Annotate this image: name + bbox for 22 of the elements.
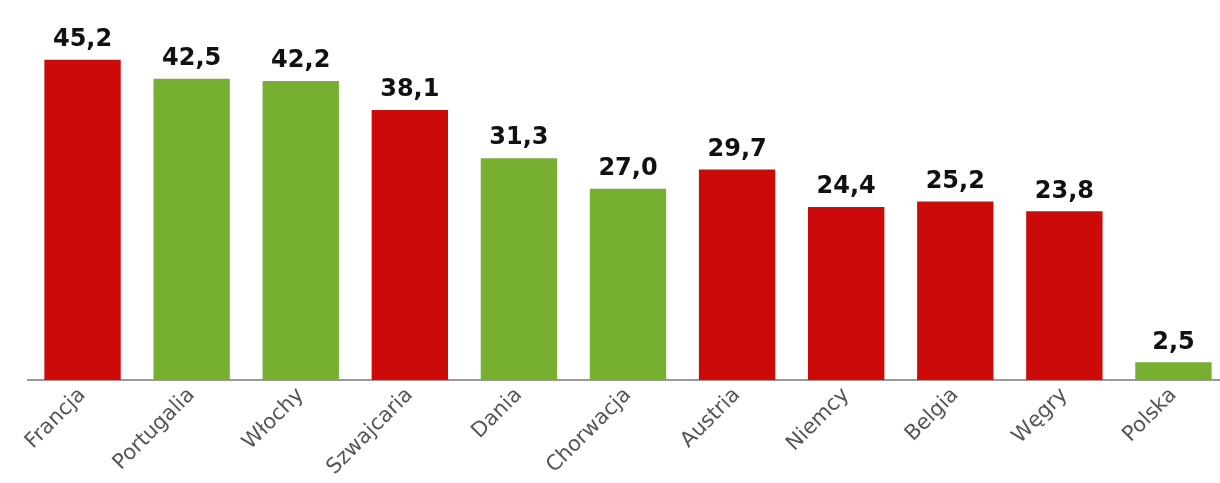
data-label: 24,4 bbox=[816, 171, 876, 200]
bar bbox=[808, 207, 885, 380]
bar bbox=[1135, 362, 1212, 380]
bar bbox=[153, 78, 230, 380]
data-label: 2,5 bbox=[1152, 326, 1195, 355]
data-label: 38,1 bbox=[380, 74, 440, 103]
bar bbox=[371, 109, 448, 380]
data-label: 42,2 bbox=[271, 45, 331, 74]
data-label: 42,5 bbox=[162, 43, 222, 72]
data-label: 25,2 bbox=[925, 165, 985, 194]
data-label: 29,7 bbox=[707, 133, 767, 162]
bar bbox=[917, 201, 994, 380]
bar bbox=[44, 59, 121, 380]
data-label: 31,3 bbox=[489, 122, 549, 151]
bar bbox=[480, 158, 558, 380]
data-label: 27,0 bbox=[598, 152, 658, 181]
bar bbox=[589, 188, 667, 380]
data-label: 23,8 bbox=[1034, 175, 1094, 204]
data-label: 45,2 bbox=[52, 23, 113, 52]
bar bbox=[1026, 211, 1103, 380]
bar bbox=[262, 80, 339, 380]
bar bbox=[698, 169, 776, 380]
